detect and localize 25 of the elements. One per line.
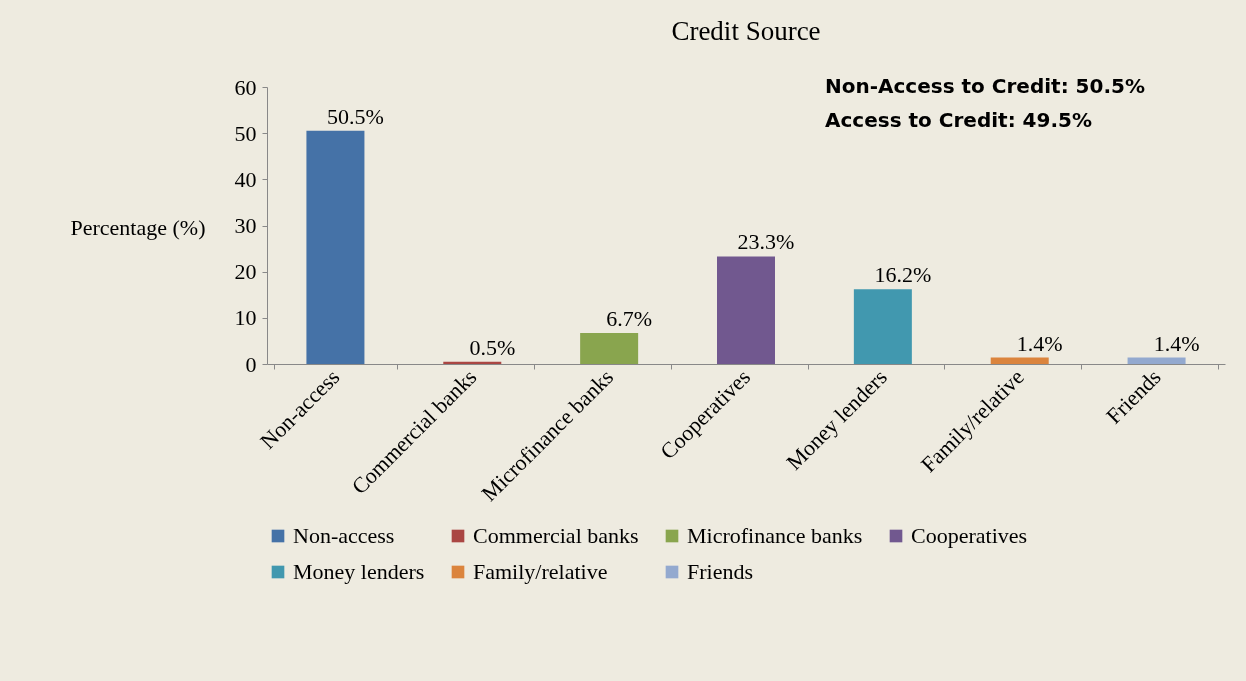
y-tick-label: 30 [234,213,257,238]
y-tick-label: 40 [234,166,257,192]
data-label: 0.5% [469,334,516,360]
legend-label: Non-access [293,523,395,548]
y-tick-label: 60 [234,74,257,100]
y-tick-label: 20 [234,259,257,285]
chart-title: Credit Source [671,16,821,46]
data-label: 50.5% [327,103,384,129]
y-axis-title: Percentage (%) [70,214,206,240]
annotation: Non-Access to Credit: 50.5% [825,74,1145,98]
data-label: 23.3% [737,229,795,255]
y-tick-label: 0 [245,351,257,377]
annotation: Access to Credit: 49.5% [825,108,1092,132]
legend-label: Cooperatives [911,523,1028,548]
legend-label: Friends [687,559,753,584]
data-label: 1.4% [1016,330,1063,356]
data-label: 1.4% [1153,330,1200,356]
legend-label: Family/relative [473,559,608,584]
y-tick-label: 10 [234,305,257,331]
legend-label: Commercial banks [473,523,639,548]
data-label: 6.7% [606,306,653,332]
y-tick-label: 50 [234,120,257,146]
data-label: 16.2% [874,262,932,288]
legend-label: Microfinance banks [687,523,863,548]
legend-label: Money lenders [293,559,425,584]
